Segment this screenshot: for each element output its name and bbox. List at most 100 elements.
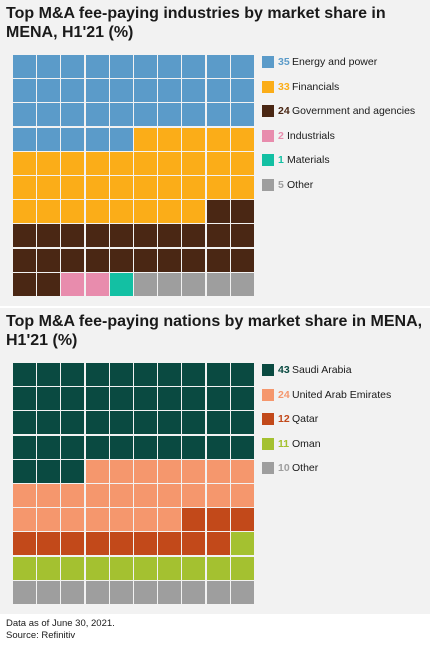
- waffle-cell-financials: [182, 176, 206, 199]
- waffle-cell-united-arab-emirates: [13, 508, 36, 532]
- waffle-cell-other: [206, 272, 230, 296]
- legend-label: Other: [287, 178, 314, 191]
- nations-chart-title: Top M&A fee-paying nations by market sha…: [6, 313, 423, 349]
- waffle-cell-other: [182, 580, 206, 604]
- waffle-cell-energy-and-power: [230, 79, 254, 103]
- waffle-cell-energy-and-power: [109, 55, 133, 78]
- waffle-cell-saudi-arabia: [206, 387, 230, 411]
- waffle-cell-saudi-arabia: [134, 387, 157, 411]
- legend-value: 1: [278, 154, 284, 166]
- waffle-cell-other: [182, 272, 206, 296]
- waffle-cell-saudi-arabia: [134, 411, 157, 435]
- waffle-cell-government-and-agencies: [37, 248, 61, 272]
- waffle-cell-energy-and-power: [13, 55, 36, 78]
- legend-value: 12: [278, 413, 290, 425]
- waffle-cell-saudi-arabia: [109, 411, 133, 435]
- legend-swatch: [262, 56, 274, 68]
- legend-value: 24: [278, 105, 290, 117]
- waffle-cell-saudi-arabia: [85, 435, 109, 459]
- waffle-cell-government-and-agencies: [13, 272, 36, 296]
- waffle-cell-government-and-agencies: [13, 224, 36, 248]
- legend-value: 11: [278, 437, 290, 450]
- waffle-cell-saudi-arabia: [37, 363, 61, 386]
- waffle-cell-government-and-agencies: [206, 224, 230, 248]
- waffle-cell-other: [37, 580, 61, 604]
- waffle-cell-united-arab-emirates: [61, 484, 85, 507]
- waffle-cell-energy-and-power: [85, 79, 109, 103]
- legend-swatch: [262, 462, 274, 474]
- waffle-cell-energy-and-power: [37, 127, 61, 151]
- waffle-cell-saudi-arabia: [37, 435, 61, 459]
- waffle-cell-saudi-arabia: [182, 387, 206, 411]
- waffle-cell-saudi-arabia: [13, 363, 36, 386]
- waffle-cell-industrials: [61, 272, 85, 296]
- legend-swatch: [262, 105, 274, 117]
- waffle-cell-energy-and-power: [182, 55, 206, 78]
- waffle-cell-energy-and-power: [206, 79, 230, 103]
- waffle-cell-energy-and-power: [85, 55, 109, 78]
- source-note: Source: Refinitiv: [6, 630, 76, 641]
- legend-label: Saudi Arabia: [292, 364, 352, 376]
- legend-value: 24: [278, 388, 290, 401]
- waffle-cell-other: [206, 580, 230, 604]
- waffle-cell-qatar: [230, 508, 254, 532]
- waffle-cell-government-and-agencies: [182, 248, 206, 272]
- legend-swatch: [262, 80, 274, 93]
- waffle-cell-saudi-arabia: [37, 411, 61, 435]
- waffle-cell-qatar: [37, 532, 61, 556]
- waffle-cell-energy-and-power: [158, 103, 182, 127]
- waffle-cell-oman: [206, 556, 230, 580]
- waffle-cell-united-arab-emirates: [37, 484, 61, 507]
- waffle-cell-other: [134, 580, 157, 604]
- waffle-cell-saudi-arabia: [158, 411, 182, 435]
- waffle-cell-financials: [230, 151, 254, 175]
- waffle-cell-qatar: [85, 532, 109, 556]
- waffle-cell-energy-and-power: [182, 103, 206, 127]
- waffle-cell-saudi-arabia: [134, 363, 157, 386]
- waffle-cell-saudi-arabia: [85, 363, 109, 386]
- waffle-cell-government-and-agencies: [230, 200, 254, 224]
- waffle-cell-united-arab-emirates: [85, 484, 109, 507]
- waffle-cell-government-and-agencies: [109, 224, 133, 248]
- waffle-cell-financials: [230, 127, 254, 151]
- waffle-cell-saudi-arabia: [13, 411, 36, 435]
- waffle-cell-government-and-agencies: [134, 248, 157, 272]
- waffle-cell-energy-and-power: [206, 103, 230, 127]
- waffle-cell-energy-and-power: [109, 103, 133, 127]
- waffle-cell-saudi-arabia: [158, 387, 182, 411]
- waffle-cell-financials: [61, 200, 85, 224]
- waffle-cell-energy-and-power: [37, 55, 61, 78]
- nations-panel: Top M&A fee-paying nations by market sha…: [0, 308, 430, 614]
- waffle-cell-financials: [206, 127, 230, 151]
- waffle-cell-financials: [85, 200, 109, 224]
- waffle-cell-energy-and-power: [134, 103, 157, 127]
- waffle-cell-oman: [109, 556, 133, 580]
- waffle-cell-saudi-arabia: [13, 387, 36, 411]
- waffle-cell-other: [158, 580, 182, 604]
- waffle-cell-saudi-arabia: [61, 363, 85, 386]
- waffle-cell-united-arab-emirates: [61, 508, 85, 532]
- waffle-cell-government-and-agencies: [61, 224, 85, 248]
- waffle-cell-energy-and-power: [230, 55, 254, 78]
- waffle-cell-oman: [134, 556, 157, 580]
- waffle-cell-energy-and-power: [158, 79, 182, 103]
- waffle-cell-united-arab-emirates: [134, 484, 157, 507]
- waffle-cell-other: [109, 580, 133, 604]
- waffle-cell-energy-and-power: [13, 103, 36, 127]
- waffle-cell-financials: [37, 151, 61, 175]
- legend-swatch: [262, 413, 274, 425]
- waffle-cell-other: [85, 580, 109, 604]
- waffle-cell-government-and-agencies: [13, 248, 36, 272]
- waffle-cell-saudi-arabia: [158, 363, 182, 386]
- waffle-cell-government-and-agencies: [230, 248, 254, 272]
- waffle-cell-united-arab-emirates: [230, 484, 254, 507]
- legend-value: 5: [278, 178, 284, 191]
- waffle-cell-energy-and-power: [134, 55, 157, 78]
- waffle-cell-saudi-arabia: [206, 363, 230, 386]
- waffle-cell-government-and-agencies: [109, 248, 133, 272]
- waffle-cell-qatar: [182, 508, 206, 532]
- waffle-cell-energy-and-power: [61, 103, 85, 127]
- waffle-cell-qatar: [206, 532, 230, 556]
- waffle-cell-government-and-agencies: [85, 248, 109, 272]
- waffle-cell-energy-and-power: [109, 79, 133, 103]
